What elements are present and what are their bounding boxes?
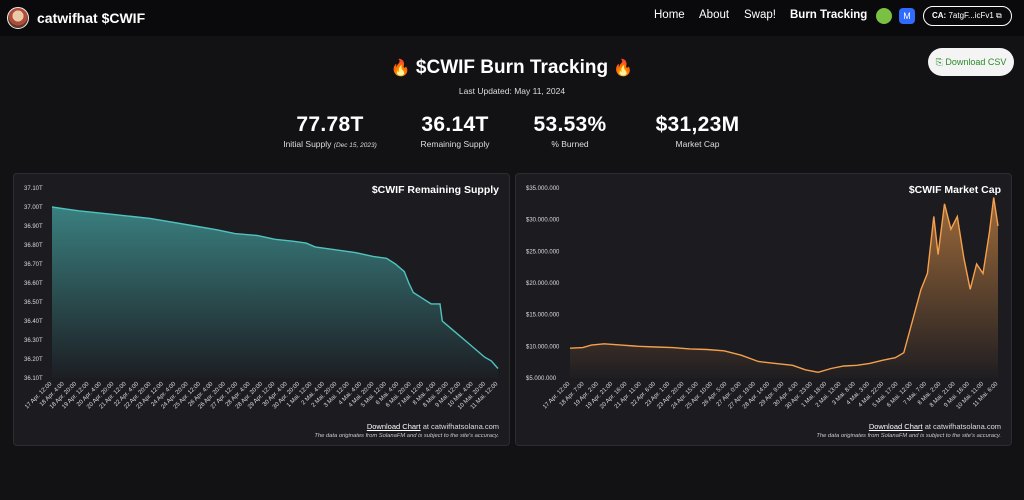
y-tick-label: $10.000.000 [526,344,560,350]
y-tick-label: $25.000.000 [526,249,560,255]
y-tick-label: 36.60T [24,281,43,287]
page-title-text: $CWIF Burn Tracking [415,57,609,78]
last-updated: Last Updated: May 11, 2024 [458,86,566,96]
stat-value: $31,23M [655,113,740,136]
download-chart-link[interactable]: Download Chart [366,422,421,431]
series-area [570,197,998,378]
y-tick-label: 36.70T [24,262,43,268]
download-chart-link[interactable]: Download Chart [868,422,923,431]
y-tick-label: $30.000.000 [526,218,560,224]
series-area [52,207,498,378]
stat-percent-burned: 53.53% % Burned [515,113,625,149]
y-tick-label: $5.000.000 [526,376,557,382]
market-cap-chart-panel: $5.000.000 $10.000.000 $15.000.000 $20.000.… [515,173,1012,446]
y-tick-label: 37.10T [24,186,43,192]
y-tick-label: 36.10T [24,376,43,382]
ca-value: 7atgF...icFv1 [948,11,994,20]
page-title: 🔥 $CWIF Burn Tracking 🔥 [0,57,1024,79]
download-csv-label: Download CSV [945,57,1007,67]
y-tick-label: 37.00T [24,205,43,211]
y-tick-label: 36.30T [24,338,43,344]
download-csv-button[interactable]: ⎘ Download CSV [928,48,1014,76]
y-tick-label: $15.000.000 [526,313,560,319]
series-line [51,206,499,369]
fire-icon: 🔥 [390,60,411,77]
stat-note: (Dec 15, 2023) [333,142,377,149]
chart-title: $CWIF Remaining Supply [371,184,499,196]
data-disclaimer: The data originates from SolanaFM and is… [816,433,1001,439]
y-tick-label: 36.90T [24,224,43,230]
remaining-supply-chart: 36.10T 36.20T 36.30T 36.40T 36.50T 36.60T 36.7… [24,186,500,411]
chart-title: $CWIF Market Cap [908,184,1001,196]
y-tick-label: $35.000.000 [526,186,560,192]
brand-logo[interactable] [7,7,29,29]
nav-link-swap[interactable]: Swap! [744,9,776,21]
stat-value: 53.53% [533,113,607,136]
stat-label: Remaining Supply [420,139,490,149]
file-icon: ⎘ [935,57,943,67]
stat-label: Initial Supply (Dec 15, 2023) [283,139,377,149]
data-disclaimer: The data originates from SolanaFM and is… [314,433,499,439]
y-tick-label: $20.000.000 [526,281,560,287]
chart-download-line: Download Chart at catwifhatsolana.com [366,422,499,431]
birdeye-icon[interactable] [876,8,892,24]
nav-link-about[interactable]: About [699,9,730,21]
stat-initial-supply: 77.78T Initial Supply (Dec 15, 2023) [270,113,390,149]
nav-link-home[interactable]: Home [654,9,685,21]
remaining-supply-chart-panel: 36.10T 36.20T 36.30T 36.40T 36.50T 36.60T 36.7… [13,173,510,446]
coinmarketcap-icon[interactable]: M [899,8,915,24]
fire-icon: 🔥 [613,60,634,77]
top-navbar: catwifhat $CWIF Home About Swap! Burn Tr… [0,0,1024,36]
series-line [569,197,999,374]
y-tick-label: 36.80T [24,243,43,249]
y-tick-label: 36.50T [24,300,43,306]
stat-value: 77.78T [296,113,364,136]
y-tick-label: 36.40T [24,319,43,325]
y-tick-label: 36.20T [24,357,43,363]
brand-name[interactable]: catwifhat $CWIF [37,10,146,26]
contract-address-pill[interactable]: CA: 7atgF...icFv1 ⧉ [923,6,1012,26]
stat-label: Market Cap [675,139,720,149]
chart-download-line: Download Chart at catwifhatsolana.com [868,422,1001,431]
ca-label: CA: [932,11,947,20]
copy-icon[interactable]: ⧉ [996,11,1002,20]
market-cap-chart: $5.000.000 $10.000.000 $15.000.000 $20.000.… [526,186,1000,411]
stat-market-cap: $31,23M Market Cap [640,113,755,149]
stat-value: 36.14T [421,113,489,136]
nav-link-burn-tracking[interactable]: Burn Tracking [790,9,868,21]
stat-label: % Burned [551,139,589,149]
stat-remaining-supply: 36.14T Remaining Supply [400,113,510,149]
